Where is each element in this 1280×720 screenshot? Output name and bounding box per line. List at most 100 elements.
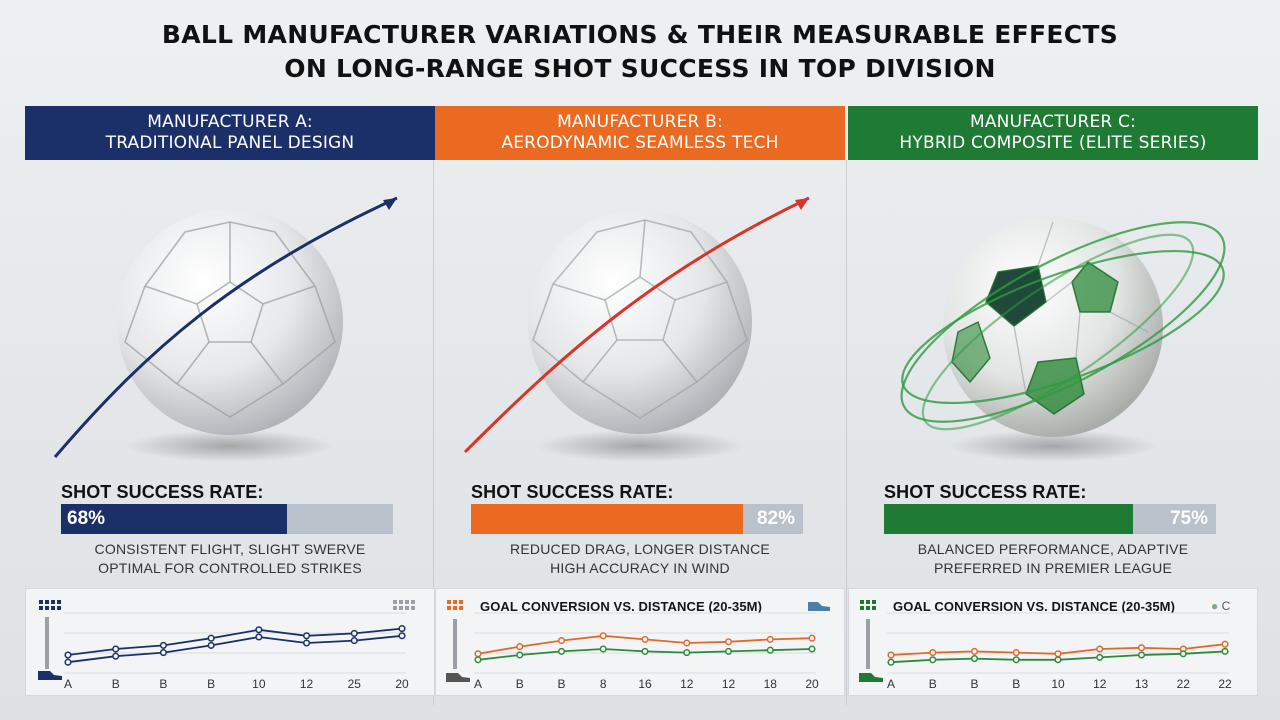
panel-divider: [846, 160, 847, 705]
data-point: [970, 655, 979, 663]
stadium-lights-icon: [860, 600, 876, 610]
data-point: [1137, 644, 1146, 652]
data-point: [398, 625, 406, 633]
ball-illustration: [53, 196, 398, 462]
corner-flag-icon: [866, 619, 870, 669]
tick-label: 25: [347, 677, 361, 691]
data-point: [474, 656, 482, 664]
data-point: [557, 637, 566, 645]
panel-divider: [433, 160, 434, 705]
success-rate-bar: 68%: [61, 504, 393, 534]
panel-header: MANUFACTURER B: AERODYNAMIC SEAMLESS TEC…: [435, 106, 845, 160]
tick-label: B: [207, 677, 216, 691]
tick-label: 12: [1093, 677, 1107, 691]
tick-label: B: [928, 677, 937, 691]
success-rate-fill: [471, 504, 744, 534]
boot-icon: [446, 673, 470, 682]
data-point: [64, 658, 72, 666]
data-point: [724, 647, 733, 655]
panel-description: CONSISTENT FLIGHT, SLIGHT SWERVE OPTIMAL…: [45, 540, 415, 578]
tick-label: B: [159, 677, 168, 691]
data-point: [557, 647, 566, 655]
rate-label: SHOT SUCCESS RATE:: [471, 482, 674, 502]
legend-entry: ● C: [1211, 599, 1231, 613]
panel-description: BALANCED PERFORMANCE, ADAPTIVE PREFERRED…: [868, 540, 1238, 578]
data-point: [1096, 653, 1104, 661]
data-point: [1054, 650, 1062, 658]
header-line2: HYBRID COMPOSITE (ELITE SERIES): [899, 133, 1207, 153]
line-plot: [474, 612, 816, 674]
tick-label: A: [63, 677, 73, 691]
success-rate-value: 82%: [756, 508, 795, 529]
success-rate-bar: 82%: [471, 504, 803, 534]
line-plot: [64, 612, 406, 674]
data-point: [1221, 640, 1229, 648]
tick-label: 16: [638, 677, 652, 691]
data-point: [303, 639, 311, 647]
tick-label: 12: [680, 677, 694, 691]
arrow-head: [795, 198, 809, 210]
data-point: [1137, 651, 1146, 659]
data-point: [970, 647, 979, 655]
data-point: [159, 649, 167, 657]
tick-labels: A B B B 10 12 13 22 22: [849, 677, 1259, 693]
series-line: [67, 627, 403, 656]
desc-line2: HIGH ACCURACY IN WIND: [550, 560, 730, 576]
data-point: [516, 651, 524, 659]
data-point: [159, 641, 167, 649]
series-line: [67, 634, 403, 664]
ball-illustration: [900, 217, 1226, 462]
tick-label: 22: [1218, 677, 1232, 691]
data-point: [641, 647, 649, 655]
data-point: [929, 649, 937, 657]
data-point: [683, 639, 691, 647]
data-point: [255, 626, 263, 634]
data-point: [929, 656, 937, 664]
data-point: [207, 641, 215, 649]
conversion-mini-chart: GOAL CONVERSION VS. DISTANCE (20-35M) A B…: [435, 588, 845, 696]
trajectory-arrow: [53, 196, 398, 458]
tick-label: B: [1012, 677, 1021, 691]
data-point: [398, 632, 406, 640]
legend-label: C: [1221, 599, 1231, 613]
tick-label: 12: [299, 677, 314, 691]
tick-label: 20: [395, 677, 409, 691]
data-point: [112, 652, 120, 660]
data-point: [683, 649, 691, 657]
data-point: [641, 635, 649, 643]
success-rate-value: 75%: [1169, 508, 1208, 529]
main-title-line1: BALL MANUFACTURER VARIATIONS & THEIR MEA…: [161, 20, 1119, 49]
corner-flag-icon: [453, 619, 457, 669]
tick-label: B: [557, 677, 566, 691]
tick-labels: A B B 8 16 12 12 18 20: [436, 677, 846, 693]
tick-label: A: [886, 677, 896, 691]
data-point: [808, 645, 816, 653]
tick-label: A: [473, 677, 483, 691]
data-point: [207, 634, 215, 642]
line-plot: [887, 612, 1229, 674]
tick-label: 10: [1051, 677, 1065, 691]
corner-flag-icon: [45, 617, 49, 669]
data-point: [887, 658, 895, 666]
mini-chart-title: GOAL CONVERSION VS. DISTANCE (20-35M): [480, 599, 763, 614]
tick-label: 20: [805, 677, 819, 691]
panel-header: MANUFACTURER C: HYBRID COMPOSITE (ELITE …: [848, 106, 1258, 160]
data-point: [766, 635, 774, 643]
panel-manufacturer-c: MANUFACTURER C: HYBRID COMPOSITE (ELITE …: [848, 106, 1258, 710]
data-point: [255, 633, 263, 641]
success-rate-bar: 75%: [884, 504, 1216, 534]
data-point: [112, 645, 120, 653]
header-line1: MANUFACTURER B:: [557, 112, 723, 132]
conversion-mini-chart: GOAL CONVERSION VS. DISTANCE (20-35M) ● …: [848, 588, 1258, 696]
desc-line2: PREFERRED IN PREMIER LEAGUE: [934, 560, 1172, 576]
desc-line1: BALANCED PERFORMANCE, ADAPTIVE: [917, 541, 1189, 557]
success-rate-fill: [884, 504, 1133, 534]
tick-label: B: [515, 677, 524, 691]
header-line2: AERODYNAMIC SEAMLESS TECH: [501, 133, 779, 153]
rate-label: SHOT SUCCESS RATE:: [884, 482, 1087, 502]
conversion-mini-chart: A B B B 10 12 25 20: [25, 588, 435, 696]
panel-manufacturer-b: MANUFACTURER B: AERODYNAMIC SEAMLESS TEC…: [435, 106, 845, 710]
panel-description: REDUCED DRAG, LONGER DISTANCE HIGH ACCUR…: [455, 540, 825, 578]
header-line1: MANUFACTURER C:: [969, 112, 1137, 132]
desc-line1: CONSISTENT FLIGHT, SLIGHT SWERVE: [94, 541, 366, 557]
